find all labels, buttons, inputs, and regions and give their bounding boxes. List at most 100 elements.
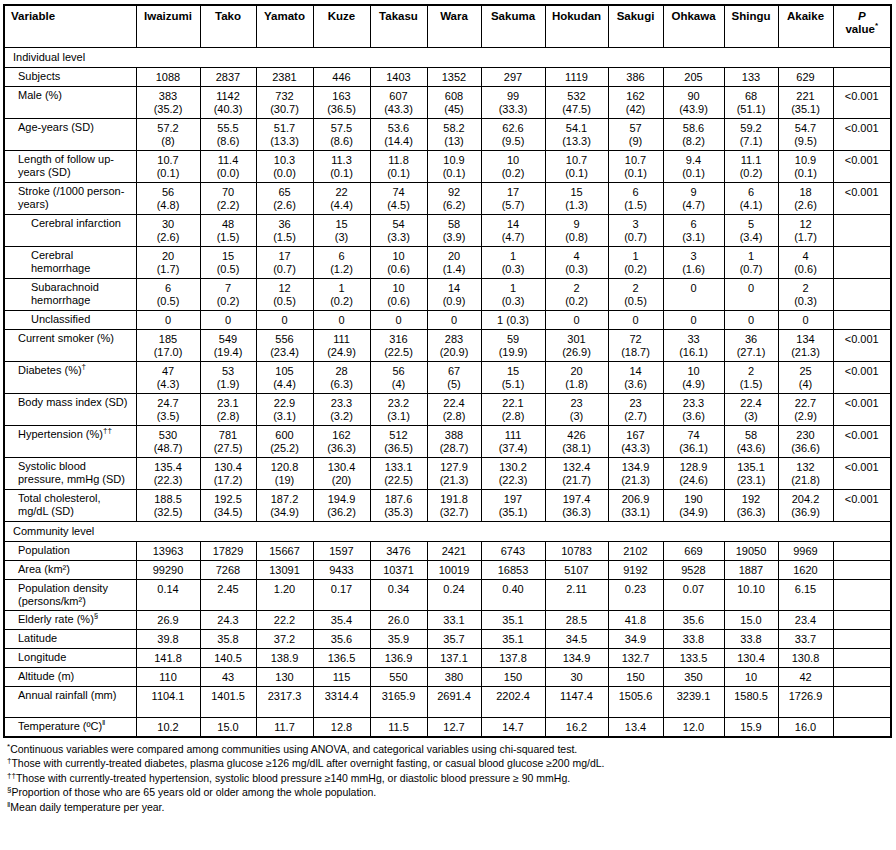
data-cell: 0 (136, 310, 200, 329)
data-cell: 12.7 (427, 717, 481, 737)
row-label: Area (km²) (4, 560, 136, 579)
data-cell: 13963 (136, 541, 200, 560)
data-cell: 130.4(17.2) (200, 457, 256, 489)
data-cell: 556(23.4) (256, 329, 313, 361)
data-cell: 58(3.9) (427, 214, 481, 246)
section-row: Community level (4, 521, 891, 541)
column-header-tako: Tako (200, 5, 256, 47)
data-cell: 130.4 (724, 648, 778, 667)
data-cell: 41.8 (608, 610, 663, 629)
column-header-variable: Variable (4, 5, 136, 47)
data-cell: 17829 (200, 541, 256, 560)
data-cell: 24.7(3.5) (136, 393, 200, 425)
data-cell: 15(3) (313, 214, 370, 246)
data-cell: 150 (481, 667, 545, 686)
data-cell: 1597 (313, 541, 370, 560)
data-cell: 99(33.3) (481, 86, 545, 118)
data-cell: 9528 (663, 560, 724, 579)
data-cell: 11.8(0.1) (370, 150, 427, 182)
p-value-cell (833, 629, 891, 648)
row-label: Body mass index (SD) (4, 393, 136, 425)
data-cell: 24.3 (200, 610, 256, 629)
data-cell: 17(0.7) (256, 246, 313, 278)
data-cell: 6(3.1) (663, 214, 724, 246)
data-cell: 22.9(3.1) (256, 393, 313, 425)
column-header-kuze: Kuze (313, 5, 370, 47)
data-cell: 22.4(3) (724, 393, 778, 425)
data-cell: 62.6(9.5) (481, 118, 545, 150)
table-row: Temperature (ºC)‖10.215.011.712.811.512.… (4, 717, 891, 737)
data-cell: 5(3.4) (724, 214, 778, 246)
data-cell: 5107 (545, 560, 608, 579)
column-header-sakugi: Sakugi (608, 5, 663, 47)
data-cell: 669 (663, 541, 724, 560)
data-cell: 301(26.9) (545, 329, 608, 361)
data-cell: 9.4(0.1) (663, 150, 724, 182)
data-cell: 4(0.6) (778, 246, 833, 278)
p-value-cell (833, 214, 891, 246)
p-value-cell: <0.001 (833, 329, 891, 361)
data-cell: 14(0.9) (427, 278, 481, 310)
data-cell: 20(1.7) (136, 246, 200, 278)
data-cell: 134(21.3) (778, 329, 833, 361)
data-cell: 12(1.7) (778, 214, 833, 246)
data-cell: 1403 (370, 67, 427, 86)
data-cell: 1401.5 (200, 686, 256, 717)
data-cell: 2(0.2) (545, 278, 608, 310)
data-cell: 0 (200, 310, 256, 329)
data-cell: 1(0.2) (313, 278, 370, 310)
data-cell: 629 (778, 67, 833, 86)
data-cell: 136.5 (313, 648, 370, 667)
data-cell: 150 (608, 667, 663, 686)
data-cell: 1620 (778, 560, 833, 579)
data-cell: 2.45 (200, 579, 256, 610)
table-row: Population density (persons/km²)0.142.45… (4, 579, 891, 610)
data-cell: 0 (370, 310, 427, 329)
data-cell: 0.34 (370, 579, 427, 610)
data-cell: 14(3.6) (608, 361, 663, 393)
p-value-cell (833, 310, 891, 329)
section-label: Individual level (4, 47, 891, 67)
data-cell: 15(1.3) (545, 182, 608, 214)
data-cell: 10(0.6) (370, 278, 427, 310)
data-cell: 42 (778, 667, 833, 686)
row-label: Elderly rate (%)§ (4, 610, 136, 629)
data-cell: 35.4 (313, 610, 370, 629)
data-cell: 2381 (256, 67, 313, 86)
data-cell: 99290 (136, 560, 200, 579)
data-cell: 1104.1 (136, 686, 200, 717)
p-value-cell (833, 648, 891, 667)
data-cell: 33.7 (778, 629, 833, 648)
p-value-cell (833, 541, 891, 560)
row-label: Cerebral infarction (4, 214, 136, 246)
data-cell: 10.7(0.1) (136, 150, 200, 182)
data-cell: 608(45) (427, 86, 481, 118)
p-value-cell: <0.001 (833, 86, 891, 118)
data-cell: 11.4(0.0) (200, 150, 256, 182)
data-cell: 59.2(7.1) (724, 118, 778, 150)
data-cell: 10019 (427, 560, 481, 579)
row-label: Age-years (SD) (4, 118, 136, 150)
data-cell: 9192 (608, 560, 663, 579)
data-cell: 10.7(0.1) (545, 150, 608, 182)
data-cell: 1505.6 (608, 686, 663, 717)
data-cell: 9(0.8) (545, 214, 608, 246)
row-label: Altitude (m) (4, 667, 136, 686)
header-row: VariableIwaizumiTakoYamatoKuzeTakasuWara… (4, 5, 891, 47)
data-cell: 10.2 (136, 717, 200, 737)
data-cell: 36(27.1) (724, 329, 778, 361)
data-cell: 0 (545, 310, 608, 329)
p-value-cell (833, 67, 891, 86)
p-value-cell (833, 717, 891, 737)
table-row: Diabetes (%)†47(4.3)53(1.9)105(4.4)28(6.… (4, 361, 891, 393)
data-cell: 0 (724, 278, 778, 310)
data-cell: 0 (778, 310, 833, 329)
data-cell: 23.4 (778, 610, 833, 629)
data-cell: 3(1.6) (663, 246, 724, 278)
p-value-cell: <0.001 (833, 118, 891, 150)
data-cell: 1887 (724, 560, 778, 579)
data-cell: 0.07 (663, 579, 724, 610)
column-header-shingu: Shingu (724, 5, 778, 47)
data-cell: 33.1 (427, 610, 481, 629)
data-cell: 6743 (481, 541, 545, 560)
